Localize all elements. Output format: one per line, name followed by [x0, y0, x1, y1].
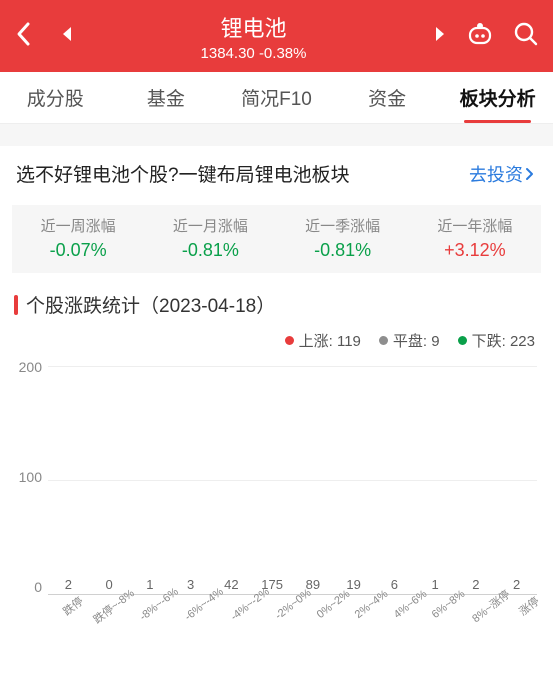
app-header: 锂电池 1384.30 -0.38% — [0, 0, 553, 72]
y-tick: 200 — [19, 359, 42, 375]
stock-change: -0.38% — [259, 45, 307, 62]
back-icon[interactable] — [14, 20, 34, 53]
legend-down: 下跌: 223 — [458, 330, 535, 351]
promo-text: 选不好锂电池个股?一键布局锂电池板块 — [16, 160, 350, 187]
period-stat-0: 近一周涨幅 -0.07% — [12, 215, 144, 261]
period-stat-2: 近一季涨幅 -0.81% — [277, 215, 409, 261]
tab-2[interactable]: 简况F10 — [221, 72, 332, 123]
legend-up-dot — [285, 336, 294, 345]
chart: 2001000 20134217589196122 跌停跌停~-8%-8%~-6… — [10, 359, 537, 639]
bar-value-label: 42 — [224, 577, 238, 592]
y-axis: 200 100 0 — [10, 359, 46, 595]
prev-stock-icon[interactable] — [42, 25, 92, 48]
bars-container: 20134217589196122 — [48, 367, 537, 594]
promo-link[interactable]: 去投资 — [469, 161, 537, 187]
period-stat-value: -0.81% — [277, 240, 409, 261]
period-stat-3: 近一年涨幅 +3.12% — [409, 215, 541, 261]
period-stat-label: 近一周涨幅 — [12, 215, 144, 236]
bar-value-label: 3 — [187, 577, 194, 592]
period-stat-value: +3.12% — [409, 240, 541, 261]
title-block: 锂电池 1384.30 -0.38% — [92, 11, 415, 62]
section-accent-bar — [14, 295, 18, 315]
period-stats: 近一周涨幅-0.07%近一月涨幅-0.81%近一季涨幅-0.81%近一年涨幅+3… — [12, 205, 541, 273]
grid-line — [48, 366, 537, 367]
search-icon[interactable] — [513, 21, 539, 52]
bar-value-label: 2 — [513, 577, 520, 592]
stock-subtitle: 1384.30 -0.38% — [201, 45, 307, 62]
legend-flat-label: 平盘: 9 — [393, 330, 440, 351]
grid-line — [48, 480, 537, 481]
x-axis: 跌停跌停~-8%-8%~-6%-6%~-4%-4%~-2%-2%~0%0%~2%… — [48, 595, 537, 639]
legend-down-label: 下跌: 223 — [472, 330, 535, 351]
period-stat-label: 近一月涨幅 — [144, 215, 276, 236]
y-tick: 0 — [34, 579, 42, 595]
bar-value-label: 19 — [346, 577, 360, 592]
legend-flat: 平盘: 9 — [379, 330, 440, 351]
promo-banner: 选不好锂电池个股?一键布局锂电池板块 去投资 — [0, 146, 553, 199]
tab-3[interactable]: 资金 — [332, 72, 443, 123]
period-stat-label: 近一年涨幅 — [409, 215, 541, 236]
period-stat-value: -0.07% — [12, 240, 144, 261]
chart-legend: 上涨: 119 平盘: 9 下跌: 223 — [0, 326, 553, 353]
bar-value-label: 6 — [391, 577, 398, 592]
period-stat-label: 近一季涨幅 — [277, 215, 409, 236]
robot-icon[interactable] — [465, 21, 495, 52]
stock-title: 锂电池 — [220, 11, 286, 43]
legend-down-dot — [458, 336, 467, 345]
section-gap — [0, 124, 553, 146]
bar-value-label: 1 — [146, 577, 153, 592]
next-stock-icon[interactable] — [415, 25, 465, 48]
promo-link-label: 去投资 — [469, 161, 523, 187]
legend-up-label: 上涨: 119 — [299, 330, 361, 351]
legend-flat-dot — [379, 336, 388, 345]
tab-0[interactable]: 成分股 — [0, 72, 111, 123]
tab-bar: 成分股基金简况F10资金板块分析 — [0, 72, 553, 124]
plot-area: 20134217589196122 — [48, 367, 537, 595]
stock-price: 1384.30 — [201, 45, 255, 62]
header-actions — [465, 21, 539, 52]
section-title: 个股涨跌统计 （2023-04-18） — [0, 273, 553, 326]
section-title-date: （2023-04-18） — [140, 291, 275, 318]
bar-value-label: 1 — [432, 577, 439, 592]
bar-value-label: 2 — [472, 577, 479, 592]
section-title-text: 个股涨跌统计 — [26, 291, 140, 318]
tab-4[interactable]: 板块分析 — [442, 72, 553, 123]
tab-1[interactable]: 基金 — [111, 72, 222, 123]
period-stat-value: -0.81% — [144, 240, 276, 261]
legend-up: 上涨: 119 — [285, 330, 361, 351]
y-tick: 100 — [19, 469, 42, 485]
period-stat-1: 近一月涨幅 -0.81% — [144, 215, 276, 261]
